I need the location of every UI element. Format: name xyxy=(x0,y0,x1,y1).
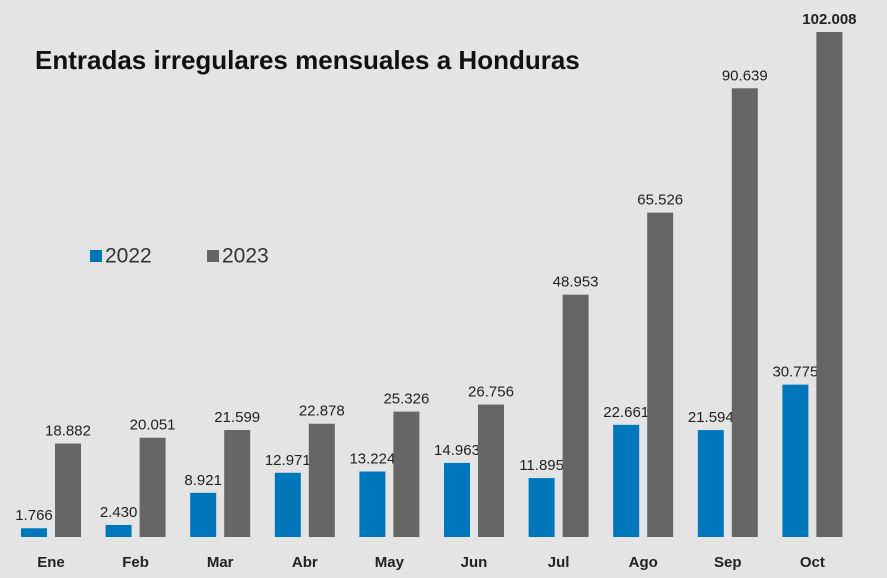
value-label: 13.224 xyxy=(349,451,395,468)
value-label: 11.895 xyxy=(519,457,564,474)
value-label: 8.921 xyxy=(184,472,222,489)
value-label: 22.661 xyxy=(603,404,649,421)
value-label: 14.963 xyxy=(434,442,480,459)
value-label: 18.882 xyxy=(45,422,91,439)
x-tick-label: Oct xyxy=(800,554,825,571)
value-label: 1.766 xyxy=(15,507,53,524)
bar xyxy=(274,472,301,537)
bar xyxy=(647,212,674,538)
value-label: 21.599 xyxy=(214,409,260,426)
value-label: 48.953 xyxy=(553,274,599,291)
x-tick-label: Ene xyxy=(37,554,65,571)
value-label: 25.326 xyxy=(383,391,429,408)
bar xyxy=(562,294,589,537)
bar xyxy=(613,424,640,537)
bar xyxy=(105,524,132,537)
value-label: 12.971 xyxy=(265,452,311,469)
value-label: 26.756 xyxy=(468,384,514,401)
value-label: 102.008 xyxy=(802,11,856,28)
value-label: 90.639 xyxy=(722,67,768,84)
chart-title: Entradas irregulares mensuales a Hondura… xyxy=(35,45,580,75)
bar xyxy=(190,492,217,537)
value-label: 21.594 xyxy=(688,409,734,426)
bar xyxy=(393,411,420,537)
legend-label: 2023 xyxy=(222,245,269,268)
x-tick-label: Mar xyxy=(207,554,234,571)
bar xyxy=(697,430,724,537)
bar xyxy=(444,462,470,537)
value-label: 2.430 xyxy=(100,504,138,521)
bar xyxy=(478,404,504,537)
value-label: 30.775 xyxy=(772,364,818,381)
x-tick-label: Jul xyxy=(548,554,570,571)
bar xyxy=(528,478,555,537)
bar xyxy=(359,471,386,537)
bar xyxy=(308,423,335,537)
bar xyxy=(224,430,251,537)
x-tick-label: Abr xyxy=(292,554,318,571)
bar xyxy=(816,32,843,537)
bar xyxy=(731,88,758,538)
x-tick-label: Sep xyxy=(714,554,742,571)
bar xyxy=(782,384,809,537)
x-tick-label: Feb xyxy=(122,554,149,571)
bar xyxy=(21,528,47,537)
legend-label: 2022 xyxy=(105,245,152,268)
value-label: 65.526 xyxy=(637,192,683,209)
legend-swatch xyxy=(207,250,219,262)
legend-swatch xyxy=(90,250,102,262)
x-tick-label: Jun xyxy=(461,554,488,571)
value-label: 20.051 xyxy=(130,417,176,434)
x-tick-label: Ago xyxy=(629,554,658,571)
x-tick-label: May xyxy=(375,554,405,571)
bar xyxy=(139,437,166,537)
value-label: 22.878 xyxy=(299,403,345,420)
bar xyxy=(55,443,81,537)
